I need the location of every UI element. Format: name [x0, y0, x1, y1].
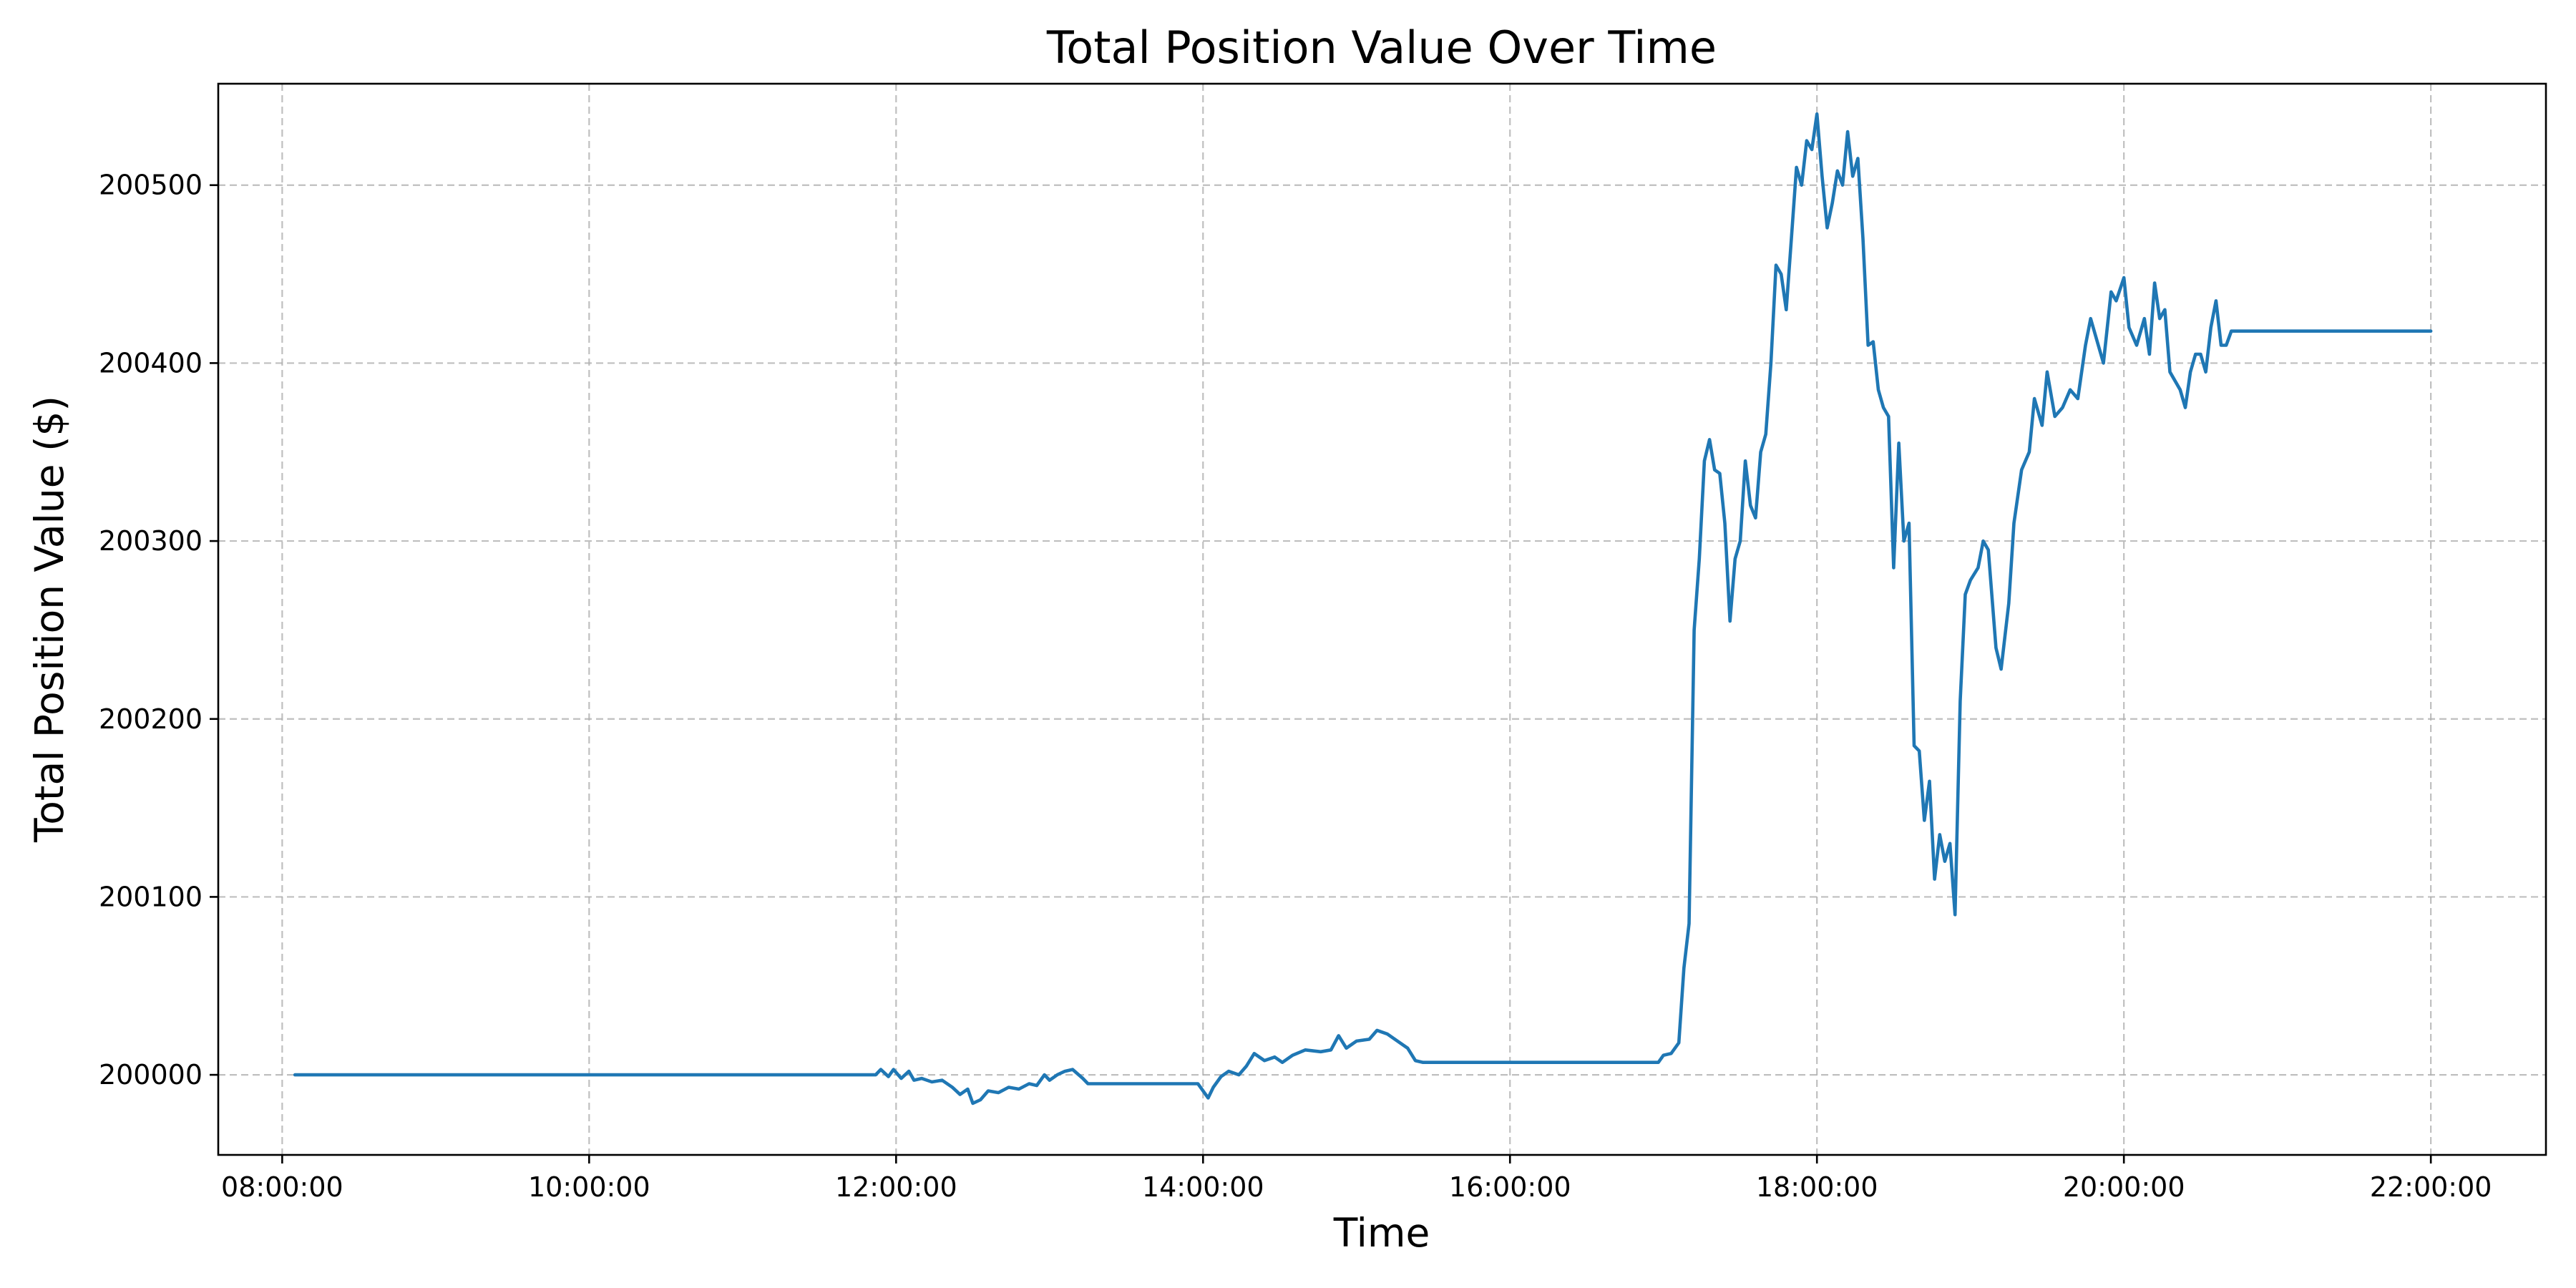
chart-title: Total Position Value Over Time — [1046, 21, 1717, 74]
x-tick-label: 14:00:00 — [1142, 1171, 1264, 1203]
x-tick-label: 10:00:00 — [528, 1171, 650, 1203]
x-axis-label: Time — [1333, 1210, 1430, 1256]
x-tick-label: 22:00:00 — [2370, 1171, 2492, 1203]
y-tick-label: 200000 — [99, 1059, 203, 1091]
series-line — [293, 112, 2433, 1106]
plot-frame — [217, 82, 2547, 1156]
y-tick-label: 200400 — [99, 347, 203, 379]
x-tick-label: 12:00:00 — [835, 1171, 957, 1203]
y-tick-label: 200100 — [99, 881, 203, 912]
x-tick-label: 18:00:00 — [1756, 1171, 1878, 1203]
grid-layer — [218, 84, 2546, 1155]
y-tick-label: 200200 — [99, 703, 203, 735]
x-tick-label: 20:00:00 — [2063, 1171, 2185, 1203]
x-tick-label: 08:00:00 — [221, 1171, 343, 1203]
series-layer — [293, 112, 2433, 1106]
y-axis-label: Total Position Value ($) — [26, 396, 72, 843]
x-tick-label: 16:00:00 — [1449, 1171, 1571, 1203]
y-tick-label: 200500 — [99, 170, 203, 201]
tick-layer: 08:00:00 10:00:00 12:00:00 14:00:00 16:00:00… — [99, 170, 2492, 1203]
y-tick-label: 200300 — [99, 525, 203, 557]
